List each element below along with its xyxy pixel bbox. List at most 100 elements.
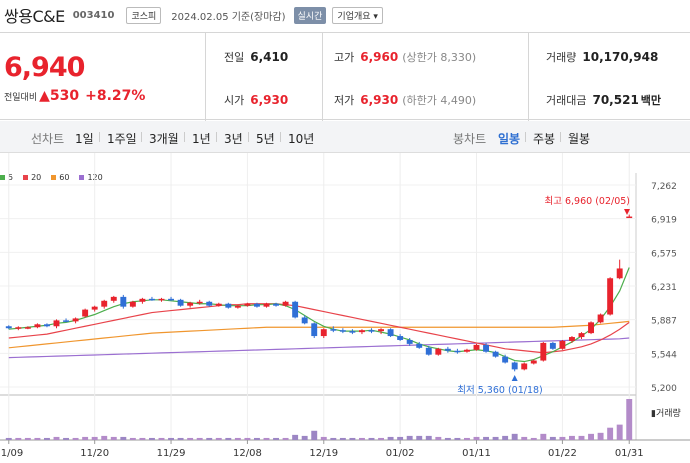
legend-swatch <box>0 175 5 180</box>
realtime-button[interactable]: 실시간 <box>293 6 327 24</box>
tab-10y[interactable]: 10년 <box>288 132 315 146</box>
volume-bar <box>435 436 442 440</box>
y-tick-label: 6,919 <box>651 216 677 226</box>
candle <box>263 303 270 307</box>
candle <box>110 296 117 301</box>
prev-value: 6,410 <box>250 50 289 64</box>
trade-amount: 거래대금 70,521 백만 <box>546 92 661 108</box>
change-label: 전일대비 <box>4 92 38 103</box>
divider <box>560 132 561 142</box>
low-price: 저가 6,930 (하한가 4,490) <box>334 92 476 108</box>
candlestick-chart: 7,262 6,919 6,575 6,231 5,887 5,544 5,200 11/09… <box>0 153 690 459</box>
candle <box>616 268 623 279</box>
tab-5y[interactable]: 5년 <box>256 132 275 146</box>
candle <box>568 337 575 341</box>
ma-line-ma20 <box>8 303 630 354</box>
volume-bar <box>34 437 41 440</box>
high-label: 고가 <box>334 51 355 64</box>
quote-panel: 6,940 전일대비 ▲530 +8.27% 전일 6,410 고가 6,960 (상… <box>0 32 690 121</box>
prev-close: 전일 6,410 <box>224 49 288 65</box>
volume-label: ▮거래량 <box>651 407 681 419</box>
x-tick-label: 01/22 <box>548 448 577 459</box>
x-tick-label: 11/20 <box>80 448 109 459</box>
candle <box>406 339 413 344</box>
tab-monthly[interactable]: 월봉 <box>568 132 591 146</box>
volume-bar <box>540 433 547 440</box>
volume-bar <box>320 436 327 440</box>
volume-bar <box>568 435 575 440</box>
volume-bar <box>521 436 528 440</box>
volume-bar <box>225 437 232 440</box>
volume-bar <box>616 424 623 440</box>
x-tick-label: 01/02 <box>386 448 415 459</box>
volume-bar <box>425 435 432 440</box>
volume-bar <box>483 436 490 440</box>
volume-bar <box>215 437 222 440</box>
open-price: 시가 6,930 <box>224 92 288 108</box>
amount-unit: 백만 <box>640 94 662 107</box>
tab-1d[interactable]: 1일 <box>75 132 94 146</box>
volume-bar <box>454 437 461 440</box>
tab-3y[interactable]: 3년 <box>224 132 243 146</box>
volume-bar <box>626 399 633 440</box>
volume-bar <box>530 437 537 440</box>
candle <box>588 322 595 334</box>
candle <box>301 317 308 324</box>
high-arrow-icon <box>624 209 630 215</box>
divider <box>248 132 249 142</box>
candle <box>597 314 604 323</box>
candle <box>416 343 423 348</box>
candle <box>378 329 385 332</box>
candle <box>101 300 108 307</box>
candle <box>339 330 346 332</box>
candle <box>91 306 98 310</box>
volume-bar <box>463 437 470 440</box>
market-badge: 코스피 <box>126 6 162 24</box>
tab-daily[interactable]: 일봉 <box>498 132 521 146</box>
ma-line-ma60 <box>8 320 630 349</box>
volume-bar <box>187 437 194 440</box>
candle <box>148 298 155 301</box>
legend-label: 60 <box>59 173 70 182</box>
candle <box>34 324 41 328</box>
volume-bar <box>168 437 175 440</box>
quote-date: 2024.02.05 기준(장마감) <box>171 11 286 23</box>
legend-swatch <box>23 175 29 180</box>
volume-bar <box>148 437 155 440</box>
company-overview-dropdown[interactable]: 기업개요 ▾ <box>332 6 383 24</box>
candle <box>5 326 12 329</box>
legend-label: 20 <box>31 173 42 182</box>
tab-1y[interactable]: 1년 <box>192 132 211 146</box>
candle <box>358 330 365 333</box>
high-annotation: 최고 6,960 (02/05) <box>544 196 630 207</box>
candle <box>444 348 451 351</box>
volume-bar <box>72 437 79 440</box>
tab-weekly[interactable]: 주봉 <box>533 132 556 146</box>
x-tick-label: 11/09 <box>0 448 23 459</box>
divider <box>322 33 323 121</box>
low-annotation: 최저 5,360 (01/18) <box>457 385 543 396</box>
volume-bar <box>549 436 556 440</box>
volume-bar <box>24 437 31 440</box>
volume-bar <box>387 436 394 440</box>
tab-1w[interactable]: 1주일 <box>107 132 137 146</box>
volume-bar <box>206 437 213 440</box>
candle <box>24 327 31 329</box>
upper-limit: (상한가 8,330) <box>402 51 477 64</box>
tab-3m[interactable]: 3개월 <box>149 132 179 146</box>
volume-bar <box>378 437 385 440</box>
candle <box>463 349 470 352</box>
candle <box>492 351 499 357</box>
legend-ma60: 60 <box>51 173 69 182</box>
volume-bar <box>416 435 423 440</box>
candle <box>502 356 509 363</box>
candle <box>43 324 50 327</box>
volume-bar <box>349 437 356 440</box>
volume-bar <box>406 435 413 440</box>
volume-bar <box>43 437 50 440</box>
candle <box>168 298 175 301</box>
amount-label: 거래대금 <box>546 94 587 107</box>
volume-bar <box>82 436 89 440</box>
divider <box>216 132 217 142</box>
volume-bar <box>511 433 518 440</box>
